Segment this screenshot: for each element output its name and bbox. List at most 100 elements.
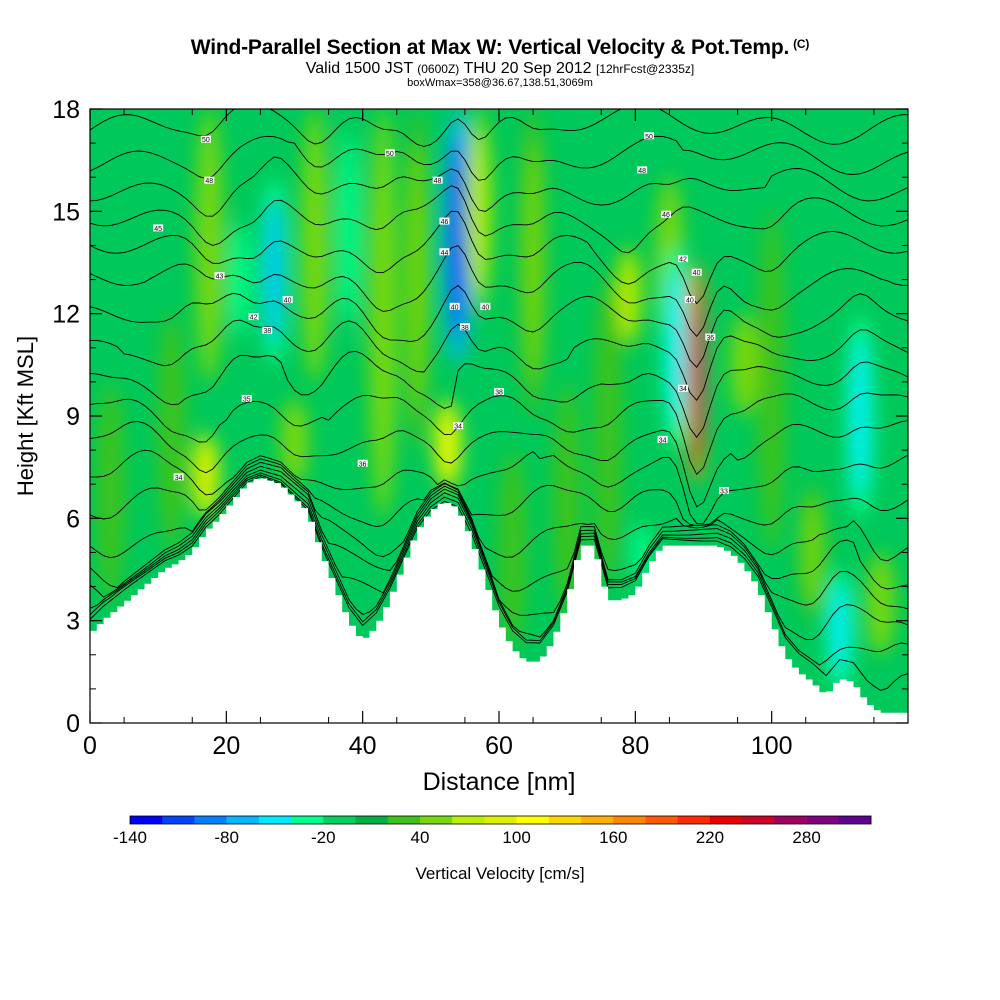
contour-label-text: 44 bbox=[441, 250, 449, 257]
x-tick-label: 60 bbox=[485, 732, 513, 760]
velocity-cell-inner bbox=[231, 224, 249, 335]
theta-contour-line bbox=[90, 469, 908, 616]
contour-label-text: 40 bbox=[451, 304, 459, 311]
velocity-cell-inner bbox=[872, 562, 890, 645]
colorbar-swatch bbox=[226, 816, 260, 824]
contour-label-text: 40 bbox=[284, 298, 292, 305]
contour-label-bg bbox=[384, 149, 395, 157]
velocity-cell-inner bbox=[633, 525, 651, 580]
colorbar-swatch bbox=[258, 816, 292, 824]
y-tick-label: 0 bbox=[66, 710, 80, 738]
forecast-info: [12hrFcst@2335z] bbox=[595, 62, 695, 76]
theta-contour-line bbox=[90, 156, 908, 217]
contour-label-bg bbox=[480, 302, 491, 310]
theta-contour-line bbox=[90, 210, 908, 305]
contour-label-text: 40 bbox=[481, 304, 489, 311]
colorbar-swatch bbox=[323, 816, 356, 824]
contour-label-text: 48 bbox=[434, 178, 442, 185]
contour-label-bg bbox=[248, 313, 259, 321]
contour-label-bg bbox=[262, 326, 273, 334]
colorbar bbox=[129, 815, 872, 825]
colorbar-swatch bbox=[774, 816, 807, 824]
contour-label-text: 36 bbox=[706, 335, 714, 342]
velocity-cell-inner bbox=[374, 149, 392, 478]
velocity-cell-core bbox=[442, 417, 453, 473]
x-tick-label: 100 bbox=[751, 732, 793, 760]
colorbar-tick-label: -20 bbox=[311, 828, 336, 847]
box-wmax: boxWmax=358@36.67,138.51,3069m bbox=[407, 77, 593, 89]
y-tick-label: 18 bbox=[52, 96, 80, 124]
contour-label: 50 bbox=[200, 135, 211, 144]
contour-label-bg bbox=[449, 302, 460, 310]
contour-label-text: 40 bbox=[693, 270, 701, 277]
velocity-cell-inner bbox=[197, 441, 215, 510]
colorbar-tick-label: 40 bbox=[410, 828, 430, 847]
contour-label: 45 bbox=[153, 224, 164, 233]
contour-label-bg bbox=[459, 323, 470, 331]
colorbar-swatch bbox=[194, 816, 227, 824]
theta-contour-line bbox=[90, 135, 908, 181]
velocity-cell-core bbox=[693, 306, 701, 440]
colorbar-swatch bbox=[387, 816, 421, 824]
contour-label-bg bbox=[439, 248, 450, 256]
theta-contour-line bbox=[90, 420, 908, 508]
velocity-cell-inner bbox=[163, 337, 181, 529]
theta-contour-line bbox=[90, 284, 908, 369]
contour-label: 46 bbox=[439, 217, 450, 226]
colorbar-swatch bbox=[645, 816, 678, 824]
colorbar-swatch bbox=[130, 816, 163, 824]
theta-contour-line bbox=[90, 392, 908, 476]
velocity-cell-inner bbox=[470, 129, 487, 294]
contour-label-bg bbox=[678, 384, 689, 392]
valid-prefix: Valid 1500 JST bbox=[305, 60, 413, 77]
velocity-cell-inner bbox=[620, 255, 637, 338]
x-tick-label: 20 bbox=[212, 732, 240, 760]
velocity-cell-inner bbox=[200, 136, 218, 355]
contour-label-text: 50 bbox=[386, 151, 394, 158]
contour-label-bg bbox=[684, 296, 695, 304]
y-tick-label: 3 bbox=[66, 608, 80, 636]
chart-valid-time: Valid 1500 JST (0600Z) THU 20 Sep 2012 [… bbox=[0, 60, 1000, 78]
contour-label-bg bbox=[173, 473, 184, 481]
colorbar-swatch bbox=[484, 816, 517, 824]
contour-label-text: 45 bbox=[154, 226, 162, 233]
colorbar-swatch bbox=[548, 816, 582, 824]
velocity-cell-inner bbox=[804, 497, 821, 608]
velocity-cell-inner bbox=[763, 245, 781, 519]
chart-title: Wind-Parallel Section at Max W: Vertical… bbox=[0, 36, 1000, 60]
velocity-cell-inner bbox=[286, 407, 303, 476]
colorbar-swatch bbox=[420, 816, 453, 824]
theta-contour-line bbox=[90, 474, 908, 666]
y-tick-label: 12 bbox=[52, 301, 80, 329]
colorbar-tick-label: 100 bbox=[502, 828, 531, 847]
contour-label: 38 bbox=[262, 326, 273, 335]
contour-label-bg bbox=[214, 272, 225, 280]
velocity-cell-inner bbox=[558, 405, 576, 597]
contour-label-text: 34 bbox=[454, 424, 462, 431]
terrain-mask bbox=[90, 478, 908, 723]
contour-label: 48 bbox=[637, 166, 648, 175]
y-axis-label: Height [Kft MSL] bbox=[13, 336, 38, 496]
velocity-cell-inner bbox=[340, 132, 358, 324]
velocity-cell-inner bbox=[524, 139, 542, 386]
velocity-cell-inner bbox=[102, 404, 119, 582]
contour-label-bg bbox=[705, 333, 716, 341]
contour-label-bg bbox=[678, 255, 689, 263]
velocity-cell-inner bbox=[408, 143, 426, 417]
contour-label-text: 33 bbox=[720, 489, 728, 496]
contour-label: 38 bbox=[494, 388, 504, 397]
theta-contour-line bbox=[90, 245, 908, 338]
colorbar-frame bbox=[129, 815, 872, 825]
colorbar-tick-label: 160 bbox=[599, 828, 628, 847]
copyright-mark: (C) bbox=[793, 37, 810, 51]
theta-contour-line bbox=[90, 458, 908, 528]
contour-label-text: 48 bbox=[638, 168, 646, 175]
colorbar-tick-label: -140 bbox=[112, 828, 148, 847]
velocity-cell-core bbox=[453, 160, 463, 314]
contour-label: 35 bbox=[241, 394, 252, 403]
contour-label: 42 bbox=[248, 313, 259, 322]
theta-contour-line bbox=[90, 319, 908, 402]
contour-label: 38 bbox=[459, 323, 470, 332]
velocity-cell-inner bbox=[736, 323, 753, 406]
contour-label: 50 bbox=[643, 132, 654, 141]
